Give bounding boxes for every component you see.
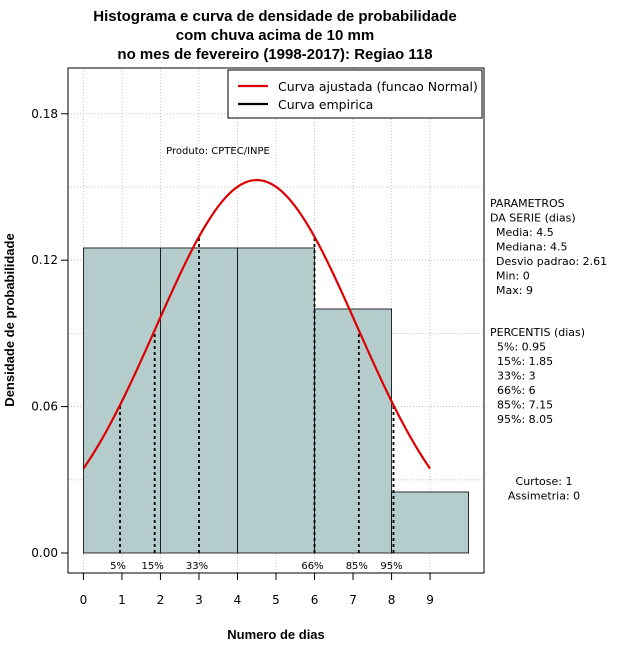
percentile-stat-line: 15%: 1.85 (497, 355, 553, 368)
percentile-stat-line: PERCENTIS (dias) (490, 326, 585, 339)
x-tick-label: 1 (118, 593, 126, 607)
x-tick-label: 8 (388, 593, 396, 607)
percentile-stat-line: 95%: 8.05 (497, 413, 553, 426)
y-axis-label: Densidade de probabilidade (2, 233, 17, 406)
x-tick-label: 0 (80, 593, 88, 607)
histogram-bar (391, 491, 469, 554)
legend-normal-label: Curva ajustada (funcao Normal) (278, 79, 478, 94)
chart-title-line-1: Histograma e curva de densidade de proba… (93, 8, 456, 25)
x-tick-label: 6 (311, 593, 319, 607)
series-parameter-line: PARAMETROS (490, 197, 565, 210)
y-axis: 0.00 0.06 0.12 0.18 (31, 107, 69, 560)
chart-title-line-2: com chuva acima de 10 mm (176, 27, 374, 44)
series-parameter-line: Desvio padrao: 2.61 (496, 255, 607, 268)
series-parameters-panel: PARAMETROS DA SERIE (dias)Media: 4.5 Media… (490, 197, 607, 297)
chart-title-line-3: no mes de fevereiro (1998-2017): Regiao … (117, 46, 432, 63)
percentile-label: 85% (346, 561, 368, 572)
percentile-label: 15% (142, 561, 164, 572)
x-tick-label: 4 (234, 593, 242, 607)
percentile-lines: 5% 15% 33% 66% 85% 95% (110, 236, 403, 572)
series-parameter-line: Min: 0 (496, 270, 530, 283)
product-annotation: Produto: CPTEC/INPE (166, 146, 270, 157)
x-axis: 0 1 2 3 4 5 6 7 8 9 (80, 572, 434, 607)
histogram-bar (237, 247, 315, 554)
x-axis-label: Numero de dias (227, 627, 325, 642)
y-tick-label: 0.18 (31, 107, 58, 121)
series-parameter-line: Mediana: 4.5 (496, 241, 567, 254)
percentile-label: 95% (380, 561, 402, 572)
legend: Curva ajustada (funcao Normal) Curva emp… (227, 69, 483, 119)
series-parameter-line: Max: 9 (496, 284, 533, 297)
histogram-bar (314, 308, 392, 554)
shape-stat-line: Assimetria: 0 (508, 490, 580, 503)
percentile-stat-line: 5%: 0.95 (497, 341, 546, 354)
x-tick-label: 2 (157, 593, 165, 607)
percentile-label: 5% (110, 561, 126, 572)
series-parameter-line: Media: 4.5 (496, 226, 554, 239)
shape-stat-line: Curtose: 1 (516, 475, 573, 488)
x-tick-label: 9 (426, 593, 434, 607)
y-tick-label: 0.12 (31, 253, 58, 267)
percentile-stat-line: 85%: 7.15 (497, 399, 553, 412)
percentile-label: 33% (186, 561, 208, 572)
x-tick-label: 3 (195, 593, 203, 607)
y-tick-label: 0.06 (31, 400, 58, 414)
x-tick-label: 5 (272, 593, 280, 607)
legend-empirical-label: Curva empirica (278, 97, 373, 112)
percentile-stat-line: 66%: 6 (497, 384, 536, 397)
shape-stats-panel: Curtose: 1 Assimetria: 0 (508, 475, 580, 503)
percentile-label: 66% (301, 561, 323, 572)
normal-curve-line (82, 178, 431, 470)
y-tick-label: 0.00 (31, 546, 58, 560)
legend-box (227, 69, 483, 119)
x-tick-label: 7 (349, 593, 357, 607)
percentile-stat-line: 33%: 3 (497, 370, 536, 383)
series-parameter-line: DA SERIE (dias) (490, 212, 576, 225)
histogram-bars (83, 247, 469, 554)
